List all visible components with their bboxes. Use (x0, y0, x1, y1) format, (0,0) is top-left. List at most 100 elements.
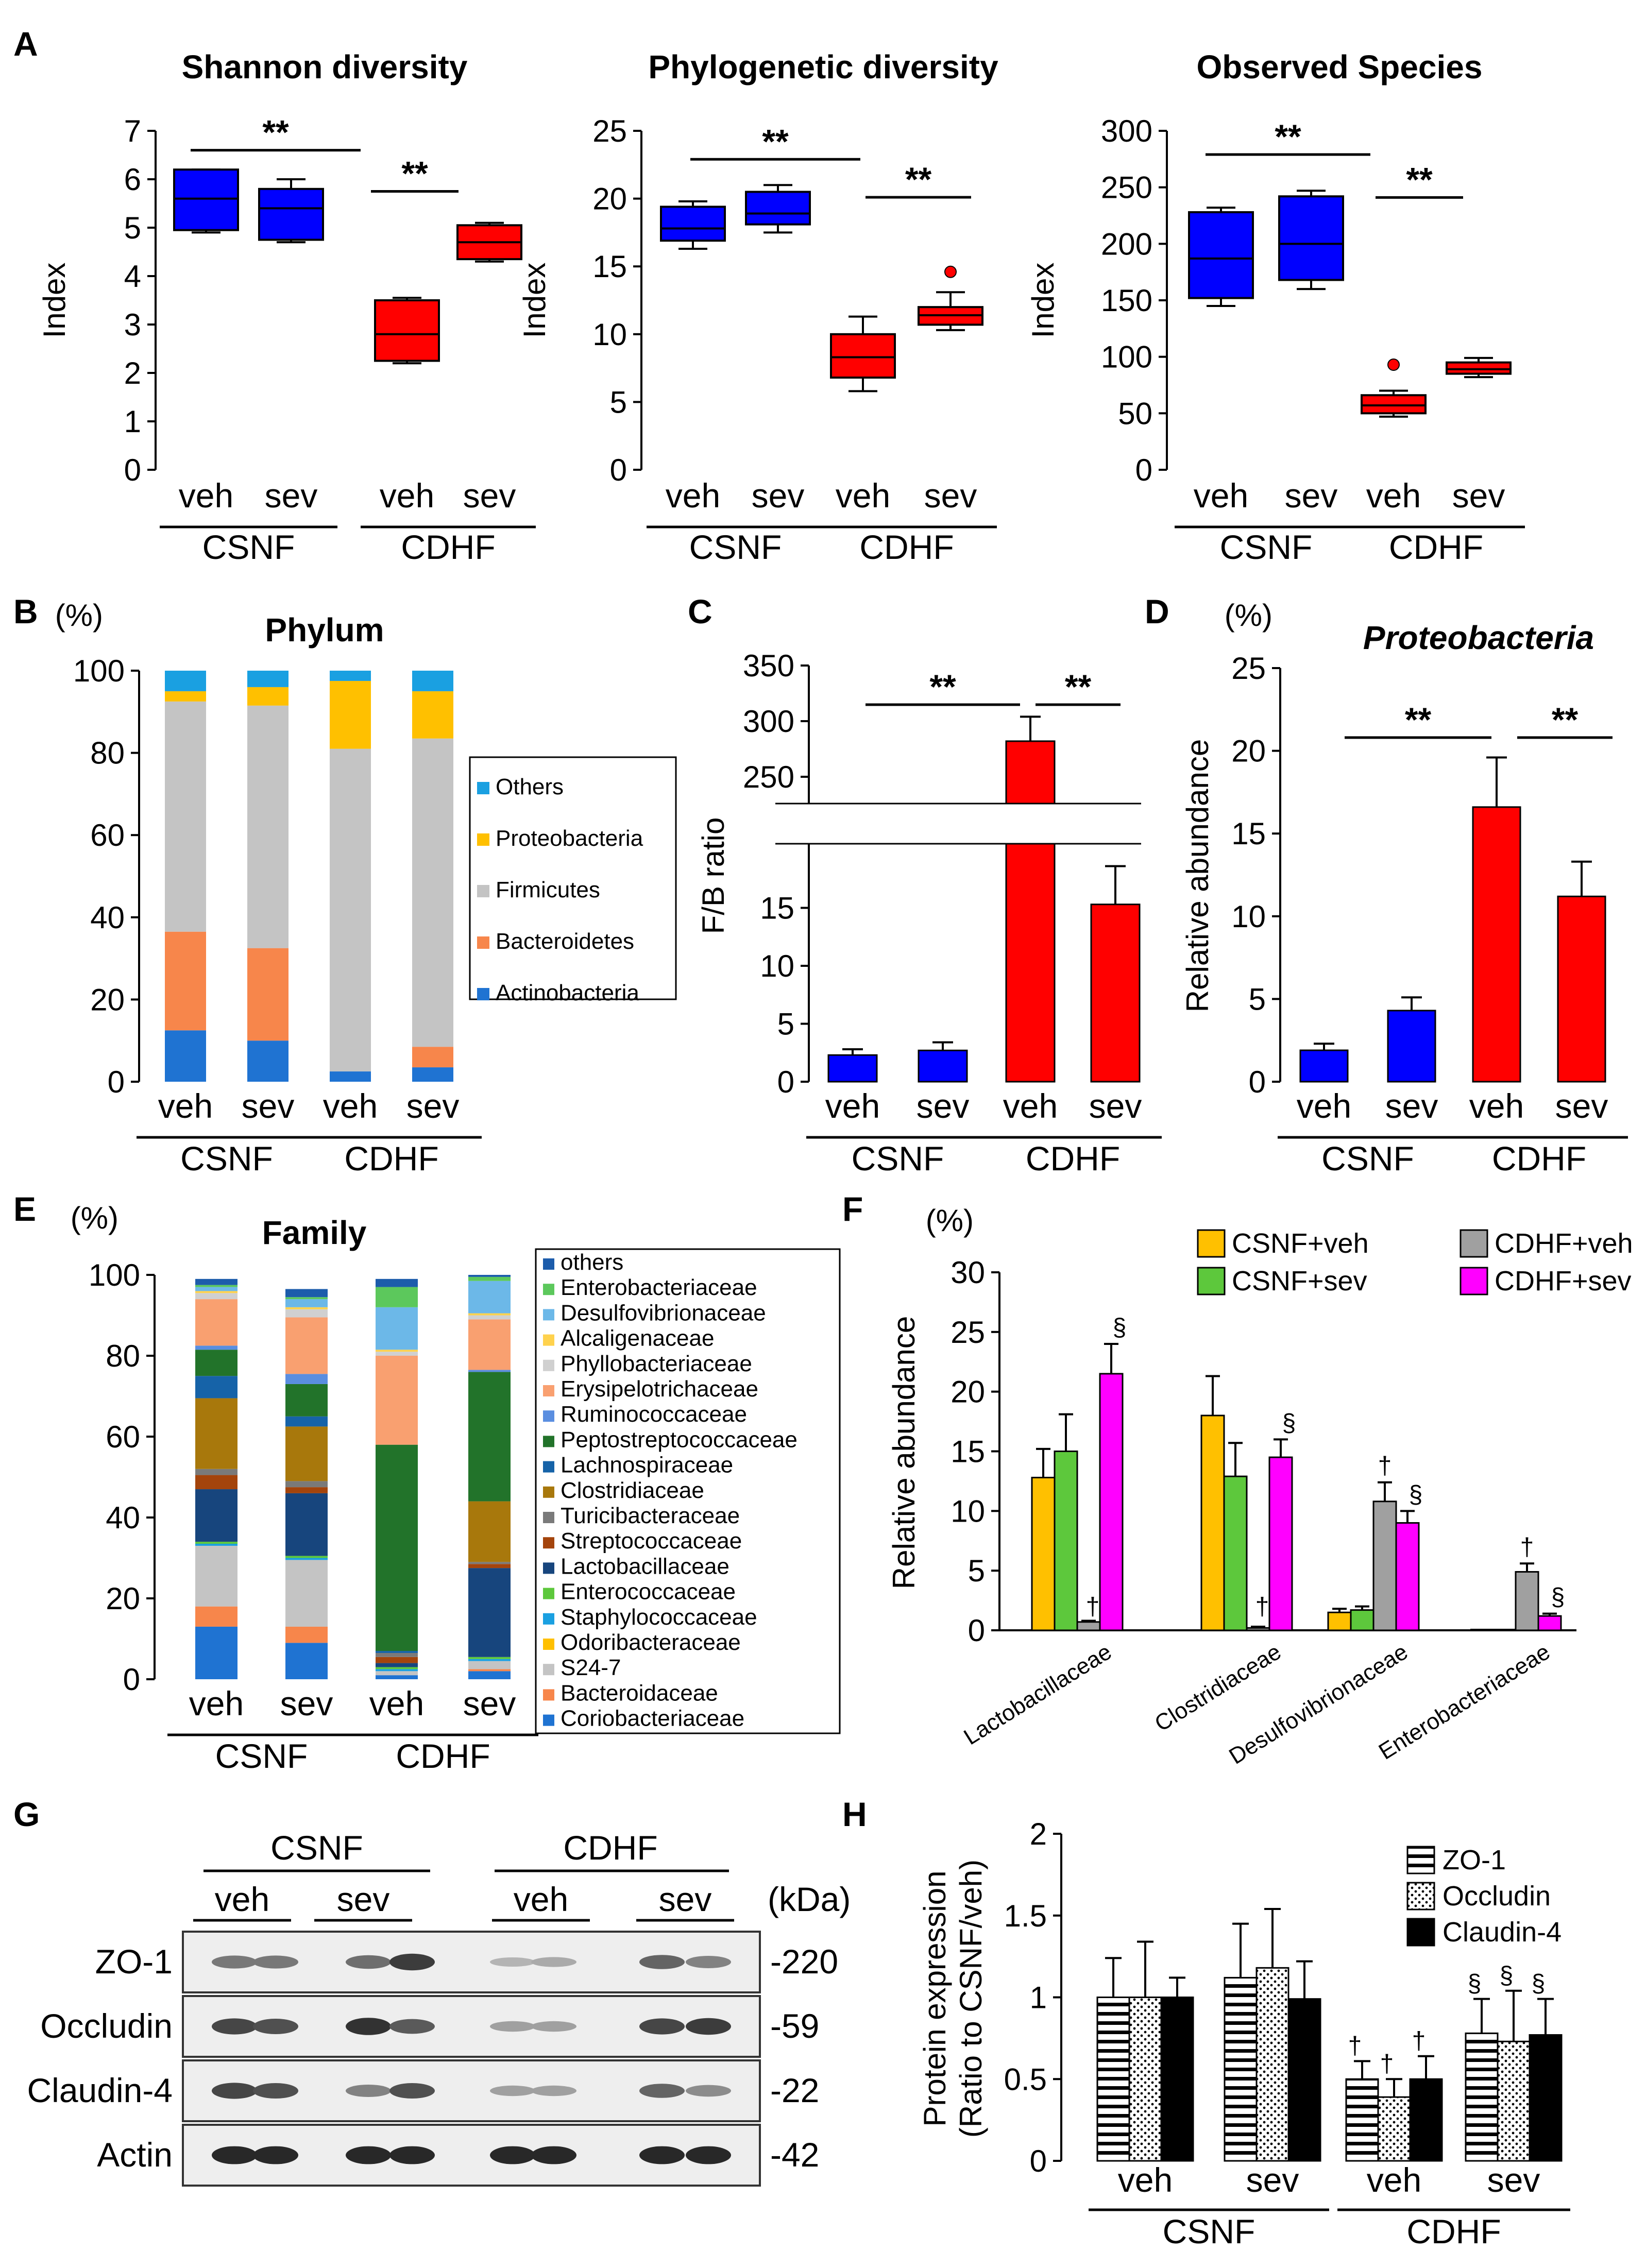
legend-swatch (477, 936, 489, 949)
outlier-point (1387, 359, 1400, 371)
x-category-label: veh (1194, 476, 1248, 515)
blot-band (389, 1953, 435, 1971)
group-label: CDHF (1492, 1139, 1586, 1178)
blot-band (253, 1955, 298, 1969)
bar (1096, 1997, 1130, 2162)
legend-swatch (543, 1410, 554, 1422)
group-label: CDHF (1406, 2212, 1501, 2250)
legend-label: Alcaligenaceae (561, 1326, 714, 1351)
stack-segment (285, 1487, 328, 1493)
stack-segment (285, 1416, 328, 1427)
bar (1128, 1997, 1162, 2162)
legend-label: Others (496, 774, 564, 799)
box (1361, 394, 1427, 415)
bar (1350, 1609, 1375, 1631)
legend-swatch (543, 1689, 554, 1701)
stack-segment (330, 748, 371, 1072)
panel-letter-f: F (842, 1190, 863, 1228)
x-category-label: veh (666, 476, 720, 515)
y-tick-label: 250 (1101, 170, 1152, 205)
stack-segment (376, 1444, 418, 1651)
legend-swatch (1406, 1846, 1435, 1874)
y-tick-label: 300 (1101, 114, 1152, 148)
stack-segment (468, 1669, 511, 1672)
legend-label: Claudin-4 (1443, 1917, 1562, 1948)
legend-label: Proteobacteria (496, 826, 643, 851)
blot-band (346, 2085, 391, 2097)
legend-label: Phyllobacteriaceae (561, 1351, 752, 1376)
stack-segment (285, 1493, 328, 1556)
y-tick-label: 0 (1030, 2144, 1047, 2178)
box (374, 299, 440, 362)
bar (1377, 2096, 1411, 2162)
legend-swatch (1197, 1267, 1226, 1295)
stack-segment (330, 671, 371, 681)
bar (1076, 1621, 1101, 1631)
chart-title: Shannon diversity (182, 48, 468, 86)
bar (1472, 806, 1521, 1083)
blot-band (253, 2146, 298, 2164)
blot-band (212, 2018, 257, 2035)
stack-segment (412, 1067, 453, 1082)
significance-label: ** (762, 122, 789, 160)
y-tick-label: 7 (124, 114, 141, 148)
y-tick-label: 1 (1030, 1981, 1047, 2015)
blot-band (389, 2146, 435, 2164)
x-category-label: veh (1469, 1087, 1524, 1125)
blot-band (490, 2085, 535, 2096)
legend-label: Actinobacteria (496, 980, 639, 1005)
significance-mark: § (1409, 1481, 1423, 1508)
box (1188, 211, 1254, 299)
y-tick-label: 0 (108, 1065, 125, 1099)
bar (1246, 1627, 1270, 1631)
stack-segment (195, 1376, 237, 1399)
bar (918, 1049, 968, 1083)
y-tick-label: 5 (777, 1007, 794, 1042)
legend-label: Firmicutes (496, 877, 600, 902)
x-category-label: sev (1487, 2161, 1540, 2199)
stack-segment (195, 1285, 237, 1287)
blot-kda-label: -59 (770, 2007, 819, 2045)
stack-segment (412, 1047, 453, 1068)
legend-swatch (477, 782, 489, 794)
phylogenetic-diversity-chart: Phylogenetic diversity Index 0 5 10 15 20 25 veh… (517, 48, 998, 566)
bar (1470, 1629, 1493, 1630)
stack-segment (165, 691, 206, 702)
y-tick-label: 200 (1101, 227, 1152, 261)
y-tick-label: 25 (951, 1315, 985, 1350)
blot-band (686, 1956, 731, 1968)
legend-label: Enterobacteriaceae (561, 1275, 757, 1300)
legend-swatch (1197, 1229, 1226, 1258)
bar (1529, 2034, 1563, 2162)
legend-box (535, 1248, 841, 1734)
box (745, 191, 811, 226)
significance-label: ** (1406, 160, 1433, 198)
bar (1287, 1998, 1321, 2162)
x-category-label: veh (189, 1684, 244, 1723)
blot-group-label: CSNF (270, 1829, 363, 1867)
y-tick-label: 25 (1231, 651, 1266, 686)
stack-segment (285, 1626, 328, 1643)
stack-segment (195, 1542, 237, 1544)
stack-segment (468, 1315, 511, 1320)
protein-expression-chart: Protein expression (Ratio to CSNF/veh) 0 0.… (918, 1817, 1570, 2250)
legend-swatch (543, 1309, 554, 1321)
blot-band (212, 2083, 257, 2099)
stack-segment (468, 1657, 511, 1659)
y-tick-label: 0 (610, 453, 627, 487)
legend-swatch (1406, 1918, 1435, 1947)
y-tick-label: 50 (1118, 396, 1152, 431)
stack-segment (247, 687, 289, 706)
chart-title: Observed Species (1197, 48, 1483, 86)
significance-label: ** (1065, 668, 1092, 706)
stack-segment (285, 1481, 328, 1488)
y-tick-label: 40 (106, 1500, 140, 1535)
group-label: CDHF (859, 528, 954, 566)
y-tick-label: 15 (1231, 816, 1266, 851)
y-tick-label: 10 (760, 949, 794, 983)
blot-band (346, 2146, 391, 2164)
y-tick-label: 60 (90, 818, 125, 852)
blot-band (253, 2083, 298, 2099)
